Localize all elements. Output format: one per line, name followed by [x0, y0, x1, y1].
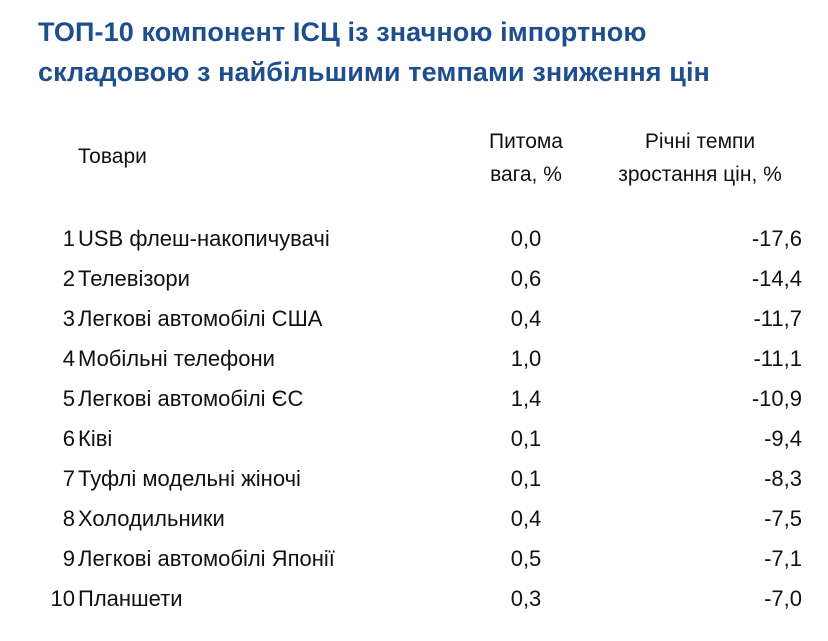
row-number: 3: [62, 306, 75, 331]
row-goods-name: Туфлі модельні жіночі: [78, 466, 301, 491]
row-growth: -7,0: [764, 586, 802, 611]
row-number: 2: [62, 266, 75, 291]
row-goods-name: Легкові автомобілі США: [78, 306, 323, 331]
row-growth: -9,4: [764, 426, 802, 451]
row-goods-name: USB флеш-накопичувачі: [78, 226, 330, 251]
row-number: 5: [62, 386, 75, 411]
row-weight: 0,5: [510, 546, 542, 571]
row-goods-name: Ківі: [78, 426, 113, 451]
table-row: 4 Мобільні телефони 1,0 -11,1: [0, 340, 828, 380]
row-growth: -17,6: [751, 226, 802, 251]
row-weight: 0,4: [510, 506, 542, 531]
table-row: 10 Планшети 0,3 -7,0: [0, 580, 828, 620]
table-row: 7 Туфлі модельні жіночі 0,1 -8,3: [0, 460, 828, 500]
header-weight-line-1: Питома: [488, 130, 563, 153]
row-number: 6: [62, 426, 75, 451]
row-number: 9: [62, 546, 75, 571]
header-growth-line-1: Річні темпи: [644, 130, 756, 153]
table-row: 5 Легкові автомобілі ЄС 1,4 -10,9: [0, 380, 828, 420]
row-weight: 0,6: [510, 266, 542, 291]
row-growth: -11,7: [753, 306, 802, 331]
row-weight: 0,1: [510, 426, 542, 451]
header-goods: Товари: [78, 145, 147, 168]
row-goods-name: Легкові автомобілі Японії: [78, 546, 335, 571]
row-weight: 0,1: [510, 466, 542, 491]
title-line-2: складовою з найбільшими темпами зниження…: [38, 57, 710, 87]
table-row: 3 Легкові автомобілі США 0,4 -11,7: [0, 300, 828, 340]
row-weight: 1,4: [510, 386, 542, 411]
row-growth: -14,4: [751, 266, 802, 291]
header-weight: Питома вага, %: [462, 125, 590, 191]
goods-table: 1 USB флеш-накопичувачі 0,0 -17,6 2 Теле…: [0, 220, 828, 620]
row-number: 8: [62, 506, 75, 531]
row-weight: 0,3: [510, 586, 542, 611]
title-line-1: ТОП-10 компонент ІСЦ із значною імпортно…: [38, 17, 647, 47]
row-growth: -11,1: [753, 346, 802, 371]
table-row: 9 Легкові автомобілі Японії 0,5 -7,1: [0, 540, 828, 580]
row-goods-name: Легкові автомобілі ЄС: [78, 386, 304, 411]
row-weight: 0,0: [510, 226, 542, 251]
row-number: 1: [62, 226, 75, 251]
row-weight: 1,0: [510, 346, 542, 371]
header-growth-line-2: зростання цін, %: [618, 163, 782, 186]
row-number: 7: [62, 466, 75, 491]
row-growth: -10,9: [751, 386, 802, 411]
header-weight-line-2: вага, %: [490, 163, 562, 186]
table-row: 8 Холодильники 0,4 -7,5: [0, 500, 828, 540]
row-growth: -7,5: [764, 506, 802, 531]
table-row: 6 Ківі 0,1 -9,4: [0, 420, 828, 460]
row-number: 10: [50, 586, 75, 611]
row-number: 4: [62, 346, 75, 371]
table-row: 2 Телевізори 0,6 -14,4: [0, 260, 828, 300]
row-weight: 0,4: [510, 306, 542, 331]
row-growth: -7,1: [764, 546, 802, 571]
row-goods-name: Холодильники: [78, 506, 225, 531]
row-growth: -8,3: [764, 466, 802, 491]
header-growth: Річні темпи зростання цін, %: [592, 125, 808, 191]
table-row: 1 USB флеш-накопичувачі 0,0 -17,6: [0, 220, 828, 260]
row-goods-name: Мобільні телефони: [78, 346, 275, 371]
row-goods-name: Планшети: [78, 586, 183, 611]
page-title: ТОП-10 компонент ІСЦ із значною імпортно…: [38, 12, 818, 92]
row-goods-name: Телевізори: [78, 266, 190, 291]
